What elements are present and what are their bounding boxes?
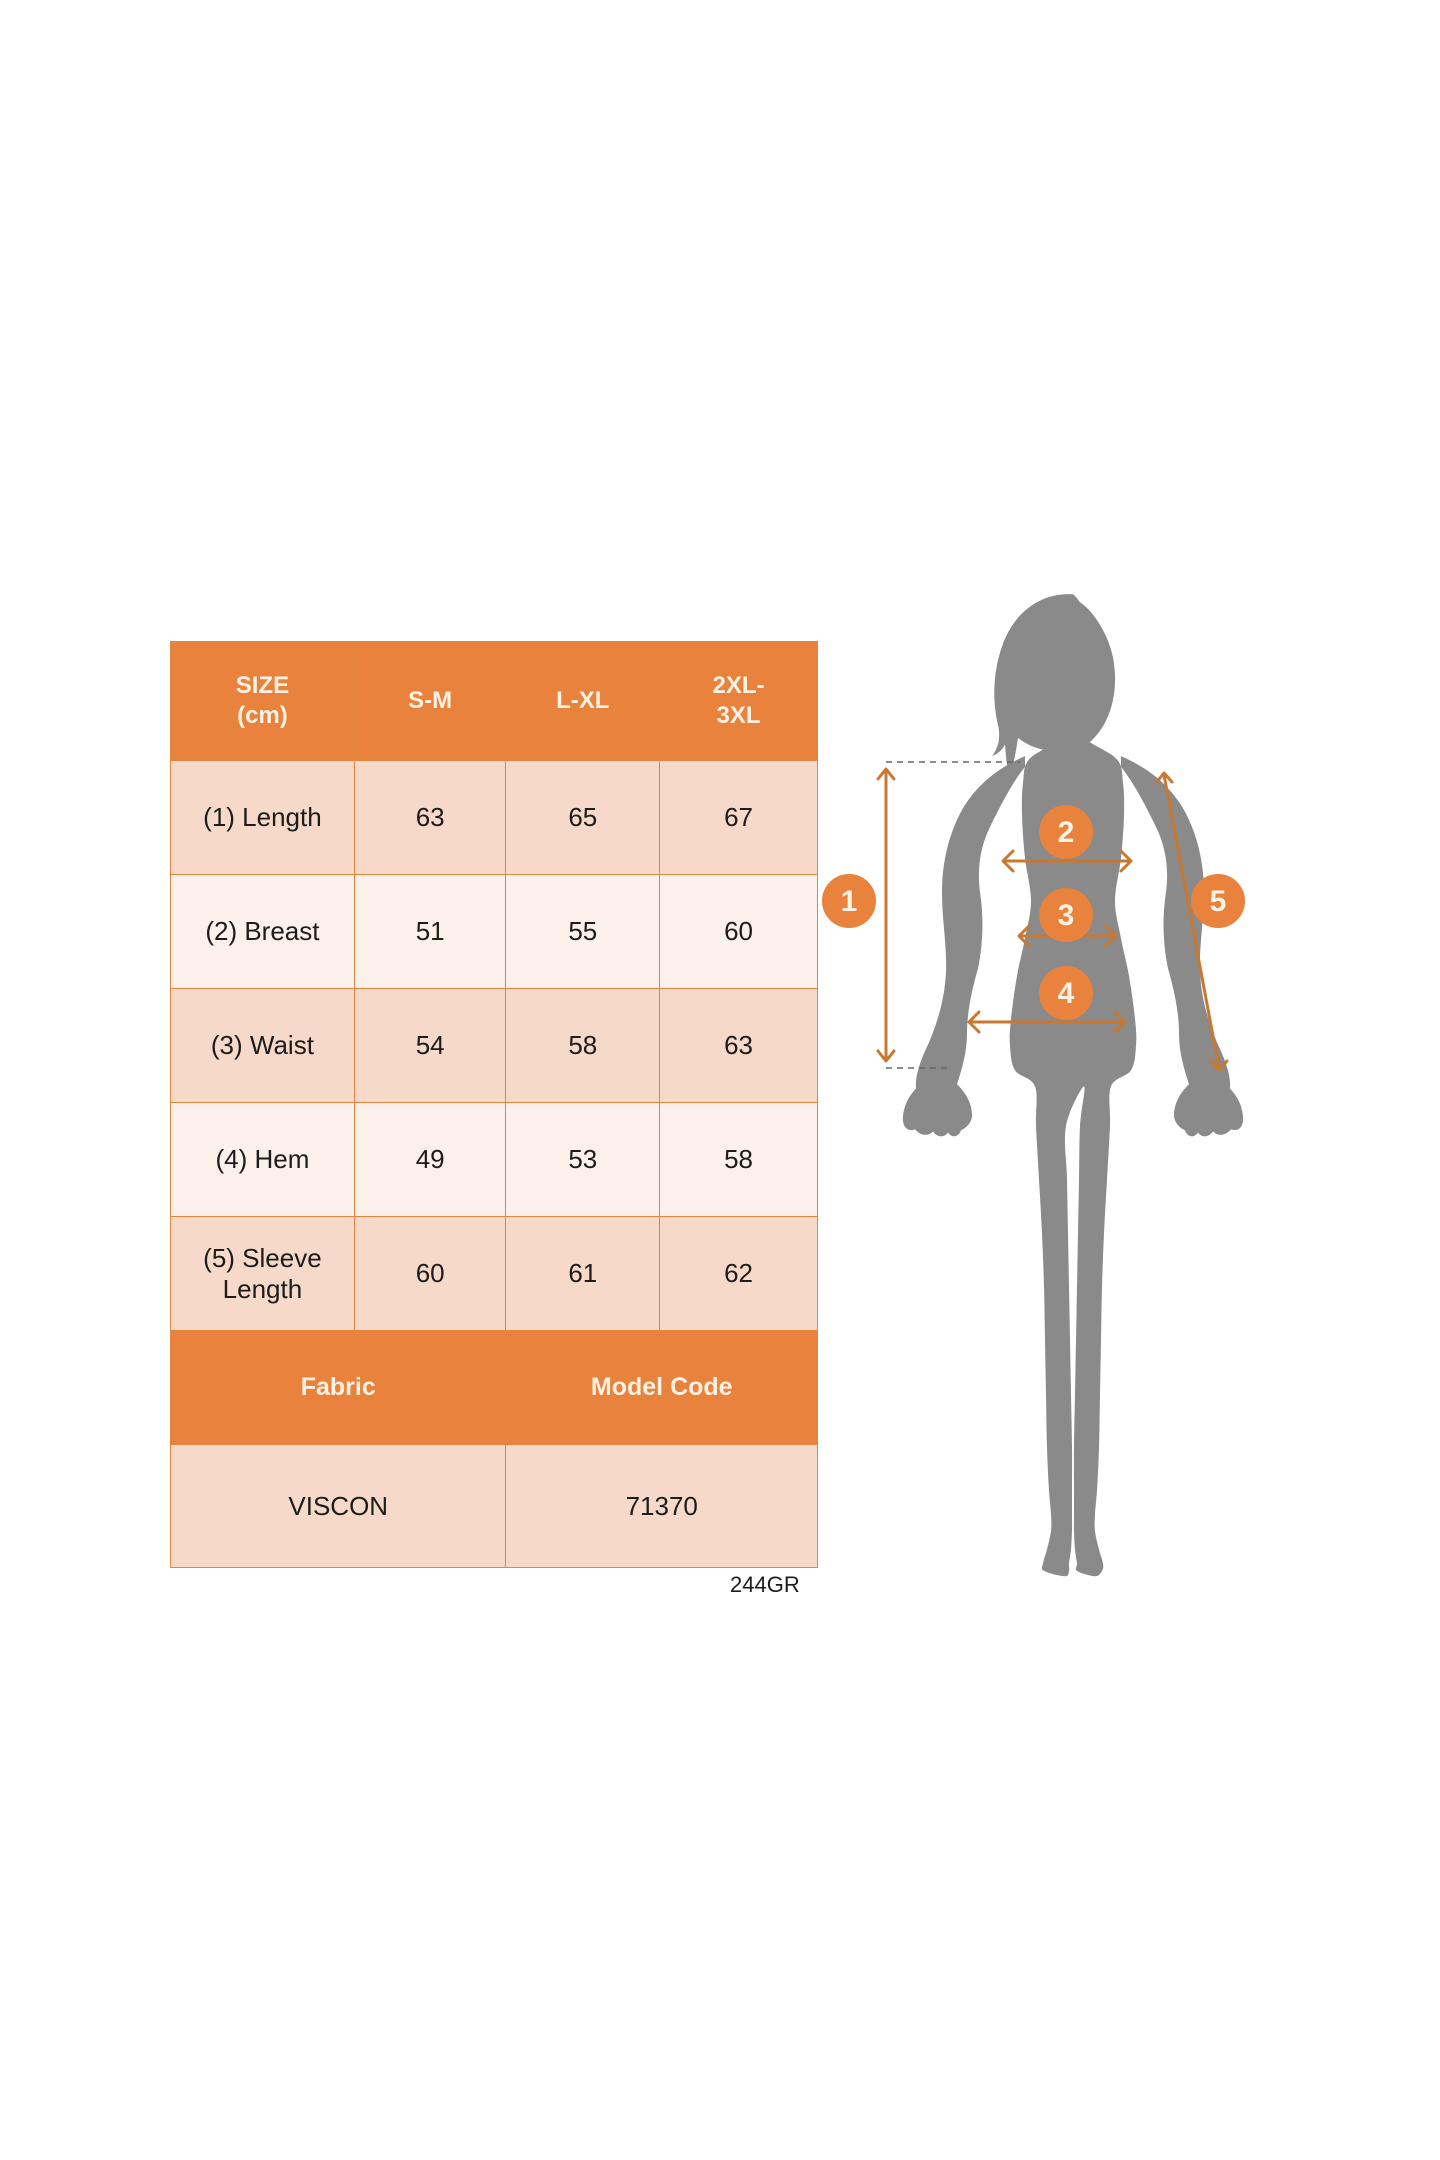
svg-text:4: 4 bbox=[1058, 977, 1075, 1010]
svg-text:5: 5 bbox=[1210, 885, 1227, 918]
svg-text:2: 2 bbox=[1058, 816, 1075, 849]
svg-text:1: 1 bbox=[841, 885, 858, 918]
svg-text:3: 3 bbox=[1058, 899, 1075, 932]
